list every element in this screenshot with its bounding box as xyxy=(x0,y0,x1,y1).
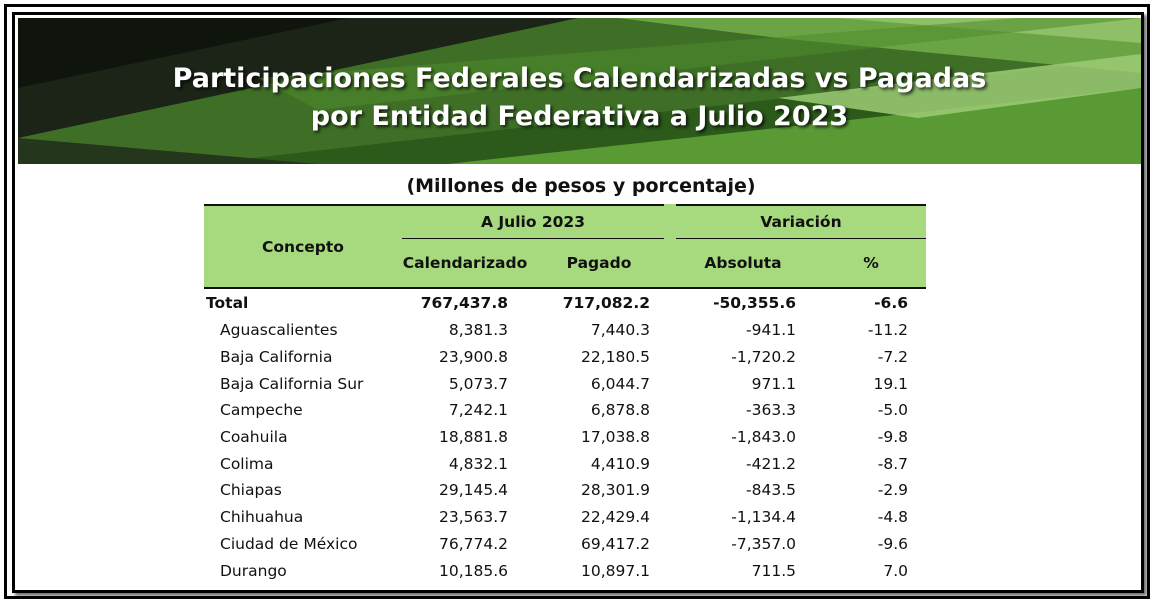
state-name: Baja California Sur xyxy=(220,374,364,393)
page-title: Participaciones Federales Calendarizadas… xyxy=(18,60,1141,136)
calendarizado-value: 5,073.7 xyxy=(448,374,508,393)
pct-value: -9.6 xyxy=(877,534,909,553)
total-row: Total 767,437.8 717,082.2 -50,355.6 -6.6 xyxy=(204,288,926,317)
pct-value: -5.0 xyxy=(877,401,909,420)
total-absoluta: -50,355.6 xyxy=(713,294,797,312)
table-row: Baja California Sur 5,073.7 6,044.7 971.… xyxy=(204,370,926,397)
pagado-value: 69,417.2 xyxy=(580,534,651,553)
total-pagado: 717,082.2 xyxy=(562,294,651,312)
pagado-value: 7,440.3 xyxy=(590,321,651,340)
pct-value: -11.2 xyxy=(867,321,909,340)
pct-value: 7.0 xyxy=(883,561,909,580)
units-subtitle: (Millones de pesos y porcentaje) xyxy=(406,175,756,197)
calendarizado-value: 4,832.1 xyxy=(448,454,508,473)
state-name: Colima xyxy=(220,454,274,473)
table-row: Chiapas 29,145.4 28,301.9 -843.5 -2.9 xyxy=(204,477,926,504)
table-row: Coahuila 18,881.8 17,038.8 -1,843.0 -9.8 xyxy=(204,424,926,451)
title-banner: Participaciones Federales Calendarizadas… xyxy=(18,18,1141,164)
state-name: Coahuila xyxy=(220,428,288,447)
calendarizado-value: 10,185.6 xyxy=(438,561,508,580)
header-concepto: Concepto xyxy=(204,204,402,289)
calendarizado-value: 7,242.1 xyxy=(448,401,508,420)
calendarizado-value: 23,563.7 xyxy=(438,508,508,527)
table-row: Aguascalientes 8,381.3 7,440.3 -941.1 -1… xyxy=(204,317,926,344)
pct-value: -2.9 xyxy=(877,481,909,500)
pct-value: -4.8 xyxy=(877,508,909,527)
header-row-groups: Concepto A Julio 2023 Variación xyxy=(204,204,927,289)
state-name: Chiapas xyxy=(220,481,282,500)
pagado-value: 6,878.8 xyxy=(590,401,651,420)
table-row: Colima 4,832.1 4,410.9 -421.2 -8.7 xyxy=(204,450,926,477)
outer-frame xyxy=(4,4,1150,599)
title-line-1: Participaciones Federales Calendarizadas… xyxy=(172,63,987,94)
absoluta-value: 711.5 xyxy=(751,561,797,580)
header-pct: % xyxy=(816,238,927,289)
absoluta-value: -1,843.0 xyxy=(731,428,797,447)
state-name: Chihuahua xyxy=(220,508,304,527)
table-row: Baja California 23,900.8 22,180.5 -1,720… xyxy=(204,344,926,371)
pct-value: -8.7 xyxy=(877,454,909,473)
header-absoluta: Absoluta xyxy=(670,238,817,289)
pagado-value: 22,429.4 xyxy=(580,508,651,527)
pagado-value: 28,301.9 xyxy=(580,481,651,500)
calendarizado-value: 29,145.4 xyxy=(438,481,508,500)
calendarizado-value: 23,900.8 xyxy=(438,348,508,367)
state-name: Campeche xyxy=(220,401,303,420)
pct-value: -9.8 xyxy=(877,428,909,447)
state-name: Ciudad de México xyxy=(220,534,358,553)
absoluta-value: -843.5 xyxy=(746,481,797,500)
pagado-value: 4,410.9 xyxy=(590,454,651,473)
state-name: Durango xyxy=(220,561,287,580)
absoluta-value: -363.3 xyxy=(746,401,797,420)
slide: Participaciones Federales Calendarizadas… xyxy=(12,12,1144,593)
pct-value: 19.1 xyxy=(873,374,909,393)
absoluta-value: -941.1 xyxy=(746,321,797,340)
pagado-value: 22,180.5 xyxy=(580,348,651,367)
participaciones-table: Concepto A Julio 2023 Variación Calendar… xyxy=(204,204,927,584)
header-row-columns: Calendarizado Pagado Absoluta % xyxy=(204,238,927,289)
calendarizado-value: 8,381.3 xyxy=(448,321,508,340)
header-group-variation: Variación xyxy=(664,204,927,239)
total-label: Total xyxy=(206,294,249,312)
absoluta-value: -1,134.4 xyxy=(731,508,797,527)
table-row: Ciudad de México 76,774.2 69,417.2 -7,35… xyxy=(204,531,926,558)
total-pct: -6.6 xyxy=(874,294,909,312)
pagado-value: 17,038.8 xyxy=(580,428,651,447)
state-name: Baja California xyxy=(220,348,333,367)
header-calendarizado: Calendarizado xyxy=(402,238,528,289)
absoluta-value: -1,720.2 xyxy=(731,348,797,367)
pagado-value: 6,044.7 xyxy=(590,374,651,393)
calendarizado-value: 18,881.8 xyxy=(438,428,508,447)
title-line-2: por Entidad Federativa a Julio 2023 xyxy=(310,101,849,132)
header-group-period: A Julio 2023 xyxy=(402,204,671,239)
banner-background xyxy=(18,18,1141,164)
absoluta-value: 971.1 xyxy=(751,374,797,393)
header-pagado: Pagado xyxy=(528,238,671,289)
pct-value: -7.2 xyxy=(877,348,909,367)
calendarizado-value: 76,774.2 xyxy=(438,534,508,553)
pagado-value: 10,897.1 xyxy=(580,561,651,580)
table-row: Durango 10,185.6 10,897.1 711.5 7.0 xyxy=(204,557,926,584)
state-name: Aguascalientes xyxy=(220,321,338,340)
absoluta-value: -421.2 xyxy=(746,454,797,473)
absoluta-value: -7,357.0 xyxy=(731,534,797,553)
total-calendarizado: 767,437.8 xyxy=(420,294,508,312)
table-row: Chihuahua 23,563.7 22,429.4 -1,134.4 -4.… xyxy=(204,504,926,531)
table-row: Campeche 7,242.1 6,878.8 -363.3 -5.0 xyxy=(204,397,926,424)
